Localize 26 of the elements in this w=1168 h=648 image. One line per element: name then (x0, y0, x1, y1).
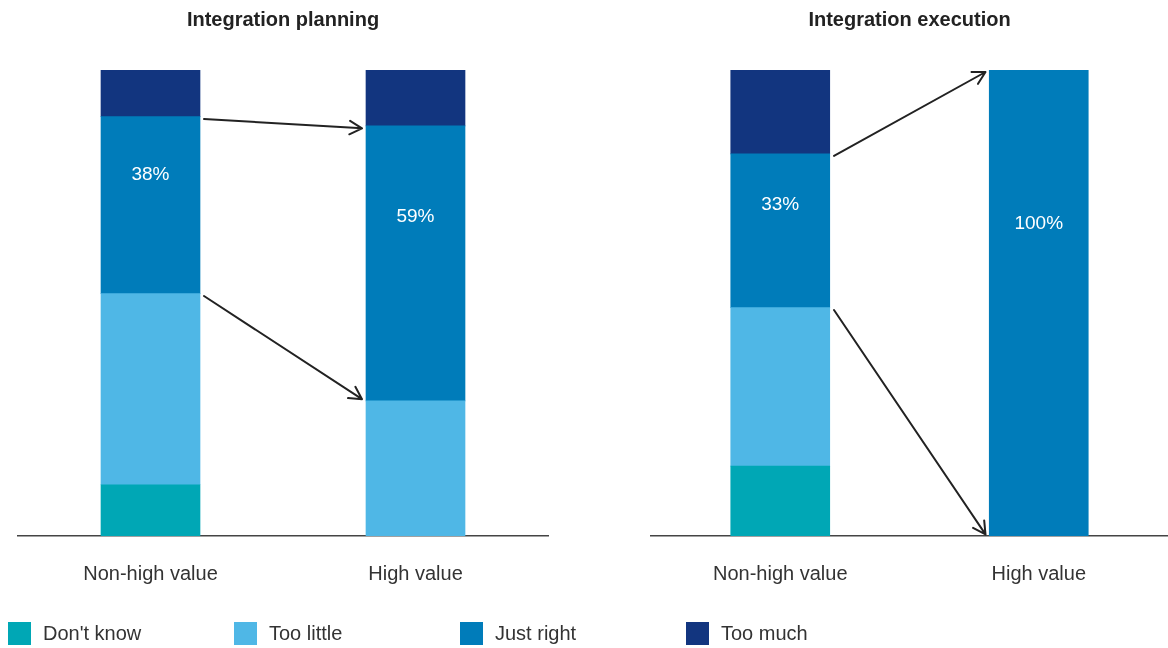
bar (730, 307, 831, 467)
legend-label: Don't know (43, 622, 142, 645)
data-label: 59% (396, 204, 435, 226)
x-tick-label: High value (991, 561, 1087, 584)
legend-label: Too little (269, 622, 343, 645)
bar (365, 70, 466, 127)
legend-label: Just right (495, 622, 577, 645)
bar (730, 465, 831, 536)
bar (100, 293, 201, 486)
x-tick-label: Non-high value (83, 561, 218, 584)
bar (730, 70, 831, 155)
bar (365, 400, 466, 536)
bar (100, 116, 201, 295)
bar (100, 484, 201, 536)
data-label: 100% (1014, 212, 1064, 234)
bar (988, 70, 1089, 536)
bar (365, 125, 466, 402)
chart-title: Integration execution (808, 7, 1011, 30)
chart-title: Integration planning (186, 7, 380, 30)
x-tick-label: Non-high value (712, 561, 848, 584)
data-label: 33% (761, 192, 800, 214)
bar (730, 153, 831, 308)
legend-label: Too much (721, 622, 808, 645)
data-label: 38% (131, 163, 170, 185)
bar (100, 70, 201, 117)
x-tick-label: High value (368, 561, 463, 584)
